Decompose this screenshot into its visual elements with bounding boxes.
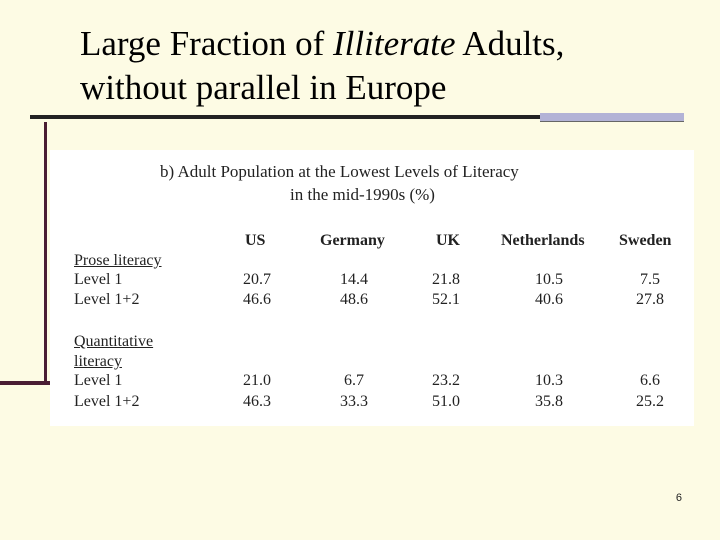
cell-us: 20.7 bbox=[243, 271, 271, 288]
slide-title: Large Fraction of Illiterate Adults, wit… bbox=[80, 22, 700, 110]
literacy-table-image: b) Adult Population at the Lowest Levels… bbox=[50, 150, 694, 426]
row-label: Level 1+2 bbox=[74, 393, 140, 410]
row-label: Level 1 bbox=[74, 271, 123, 288]
column-header-us: US bbox=[245, 232, 266, 249]
cell-sweden: 7.5 bbox=[640, 271, 660, 288]
group-heading-quantitative-literacy-line-2: literacy bbox=[74, 353, 122, 370]
column-header-netherlands: Netherlands bbox=[501, 232, 585, 249]
cell-netherlands: 35.8 bbox=[535, 393, 563, 410]
title-text-b: Adults, bbox=[455, 24, 565, 63]
cell-uk: 21.8 bbox=[432, 271, 460, 288]
row-label: Level 1 bbox=[74, 372, 123, 389]
cell-sweden: 6.6 bbox=[640, 372, 660, 389]
left-horizontal-rule bbox=[0, 381, 50, 385]
cell-germany: 33.3 bbox=[340, 393, 368, 410]
left-vertical-rule bbox=[44, 122, 47, 384]
cell-germany: 14.4 bbox=[340, 271, 368, 288]
page-number: 6 bbox=[675, 492, 682, 504]
cell-netherlands: 40.6 bbox=[535, 291, 563, 308]
title-line-2: without parallel in Europe bbox=[80, 68, 447, 107]
cell-us: 46.6 bbox=[243, 291, 271, 308]
cell-uk: 52.1 bbox=[432, 291, 460, 308]
column-header-germany: Germany bbox=[320, 232, 385, 249]
title-underline bbox=[30, 115, 540, 119]
cell-germany: 48.6 bbox=[340, 291, 368, 308]
title-accent-line bbox=[540, 121, 684, 122]
cell-uk: 23.2 bbox=[432, 372, 460, 389]
title-line-1: Large Fraction of Illiterate Adults, bbox=[80, 22, 700, 66]
title-italic-word: Illiterate bbox=[333, 24, 456, 63]
cell-us: 21.0 bbox=[243, 372, 271, 389]
cell-sweden: 27.8 bbox=[636, 291, 664, 308]
cell-uk: 51.0 bbox=[432, 393, 460, 410]
cell-netherlands: 10.3 bbox=[535, 372, 563, 389]
cell-us: 46.3 bbox=[243, 393, 271, 410]
cell-netherlands: 10.5 bbox=[535, 271, 563, 288]
row-label: Level 1+2 bbox=[74, 291, 140, 308]
column-header-sweden: Sweden bbox=[619, 232, 672, 249]
title-text-a: Large Fraction of bbox=[80, 24, 334, 63]
title-accent-bar bbox=[540, 113, 684, 121]
table-caption-line-2: in the mid-1990s (%) bbox=[290, 185, 435, 204]
table-caption-line-1: b) Adult Population at the Lowest Levels… bbox=[160, 162, 519, 181]
group-heading-quantitative-literacy: Quantitative bbox=[74, 333, 154, 350]
group-heading-prose-literacy: Prose literacy bbox=[74, 252, 162, 269]
cell-sweden: 25.2 bbox=[636, 393, 664, 410]
cell-germany: 6.7 bbox=[344, 372, 364, 389]
column-header-uk: UK bbox=[436, 232, 460, 249]
